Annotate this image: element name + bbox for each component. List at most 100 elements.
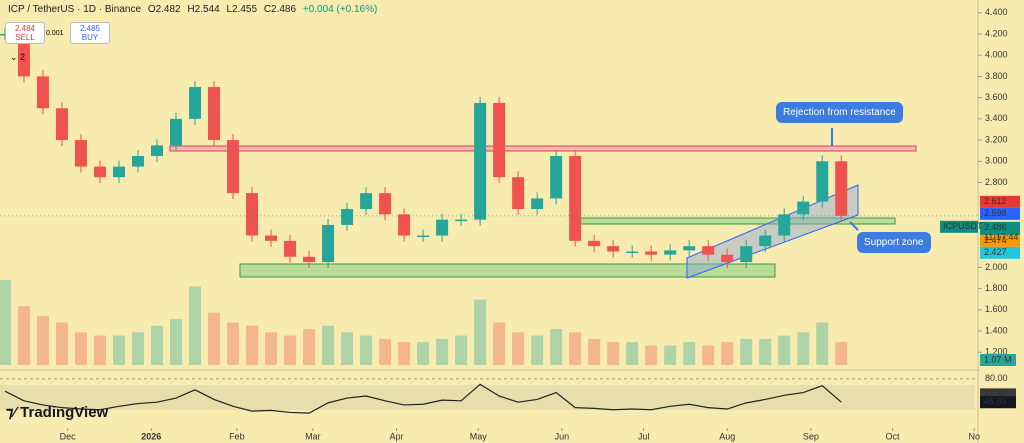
volume-bar [835, 342, 848, 365]
x-tick-label: Aug [719, 431, 735, 441]
y-tick-label: 1.400 [985, 325, 1008, 335]
rsi-value-box [980, 396, 1016, 409]
candle-body [55, 108, 68, 141]
indicator-count: 2 [20, 52, 26, 62]
candle-body [797, 201, 810, 215]
buy-price: 2.485 [79, 24, 101, 33]
symbol-header: ICP / TetherUS · 1D · Binance O2.482 H2.… [8, 4, 381, 15]
support-box [239, 263, 776, 278]
candle-body [112, 166, 125, 178]
candle-body [170, 118, 183, 146]
volume-bar [93, 335, 106, 365]
volume-bar [150, 325, 163, 365]
rsi-line [4, 383, 842, 414]
volume-label: 1.07 M [984, 354, 1012, 364]
volume-bar [436, 338, 449, 365]
volume-bar [379, 338, 392, 365]
y-tick-label: 1.200 [985, 347, 1008, 357]
x-tick-label: Apr [389, 431, 403, 441]
volume-bar [702, 345, 715, 365]
x-tick-label: Jul [638, 431, 650, 441]
y-tick-label: 4.400 [985, 7, 1008, 17]
volume-bar [569, 332, 582, 365]
volume-bar [531, 335, 544, 365]
price-label: 2.598 [984, 208, 1007, 218]
volume-bar [284, 335, 297, 365]
candle-body [569, 155, 582, 241]
volume-bar [626, 342, 639, 365]
symbol: ICP / TetherUS · 1D · Binance [8, 4, 142, 15]
volume-bar [74, 332, 87, 365]
y-tick-label: 4.000 [985, 50, 1008, 60]
volume-bar [360, 335, 373, 365]
y-tick-label: 3.800 [985, 71, 1008, 81]
candle-body [189, 87, 202, 119]
resistance-annotation: Rejection from resistance [776, 102, 903, 123]
resistance-line [169, 145, 917, 152]
candle-body [150, 145, 163, 156]
x-tick-label: Sep [803, 431, 819, 441]
volume-bar [512, 332, 525, 365]
candle-body [721, 254, 734, 263]
candle-body [417, 235, 430, 238]
volume-bar [170, 319, 183, 365]
volume-bar [664, 345, 677, 365]
candle-body [588, 240, 601, 247]
volume-bar [131, 332, 144, 365]
volume-bar [17, 306, 30, 365]
candle-body [341, 209, 354, 225]
candle-body [17, 33, 30, 77]
volume-label-box [980, 354, 1016, 366]
spread: 0.001 [46, 30, 64, 37]
x-tick-label: No [969, 431, 981, 441]
candle-body [284, 240, 297, 257]
candle-body [474, 102, 487, 220]
x-tick-label: Oct [886, 431, 901, 441]
candle-body [607, 246, 620, 252]
price-label: 2.474 [984, 235, 1007, 245]
close: C2.486 [263, 4, 297, 15]
candle-body [626, 251, 639, 253]
y-tick-label: 1.800 [985, 283, 1008, 293]
y-tick-label: 2.000 [985, 262, 1008, 272]
volume-bar [816, 322, 829, 365]
candle-body [379, 193, 392, 215]
volume-bar [797, 332, 810, 365]
candle-body [531, 198, 544, 210]
price-label: 2.612 [984, 196, 1007, 206]
indicators-toggle[interactable]: ⌄ 2 [10, 52, 26, 62]
price-label-box [980, 195, 1020, 208]
volume-bar [740, 338, 753, 365]
x-tick-label: 2026 [141, 431, 161, 441]
x-tick-label: Feb [229, 431, 245, 441]
volume-bar [474, 299, 487, 365]
sell-button[interactable]: 2.484 SELL [5, 22, 45, 44]
price-label: 2.427 [984, 247, 1007, 257]
low: L2.455 [226, 4, 258, 15]
volume-bar [550, 329, 563, 365]
volume-bar [398, 342, 411, 365]
buy-button[interactable]: 2.485 BUY [70, 22, 110, 44]
y-tick-label: 3.600 [985, 92, 1008, 102]
volume-bar [0, 280, 11, 365]
symbol-label: ICPUSDT [943, 221, 983, 231]
logo-text: TradingView [20, 404, 109, 421]
candle-body [93, 166, 106, 178]
candle-body [455, 219, 468, 222]
candle-body [74, 140, 87, 167]
y-tick-label: 2.800 [985, 177, 1008, 187]
candle-body [683, 246, 696, 251]
candle-body [550, 155, 563, 199]
candle-body [702, 246, 715, 255]
candle-body [322, 224, 335, 263]
candle-body [246, 193, 259, 236]
y-tick-label: 4.200 [985, 28, 1008, 38]
logo: ⁊⁄ TradingView [6, 404, 109, 421]
volume-bar [208, 312, 221, 365]
candle-body [778, 214, 791, 236]
x-tick-label: Dec [60, 431, 77, 441]
candle-body [493, 102, 506, 178]
y-tick-label: 3.200 [985, 134, 1008, 144]
price-label-box [980, 246, 1020, 259]
y-tick-label: 3.000 [985, 156, 1008, 166]
